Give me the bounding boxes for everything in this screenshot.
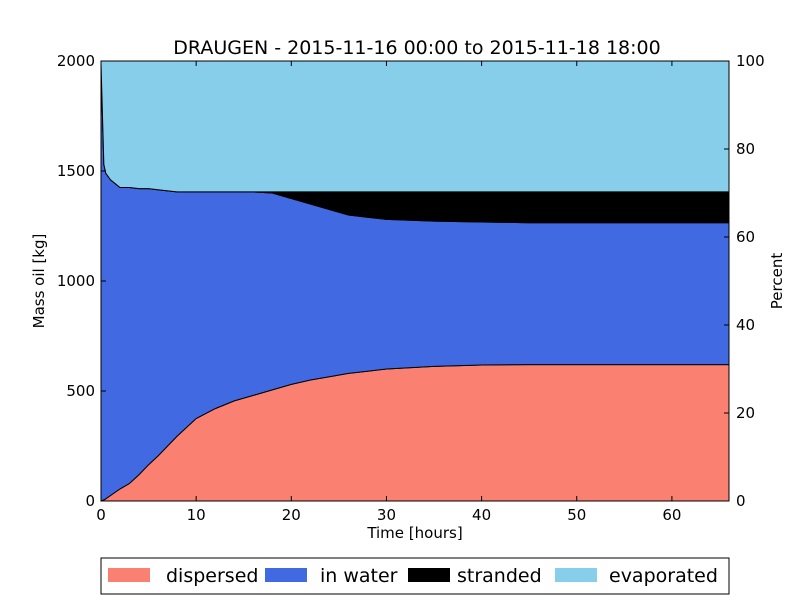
x-tick-label: 20 xyxy=(282,506,301,524)
legend-item-evaporated: evaporated xyxy=(555,565,718,587)
y-right-tick-label: 60 xyxy=(736,228,755,246)
tick-layer: 0 10 20 30 40 50 60 0 500 1000 1500 2000 0 20 40 60 80 10… xyxy=(57,52,765,524)
legend-item-in-water: in water xyxy=(265,565,398,587)
legend-swatch xyxy=(108,568,150,582)
legend-swatch xyxy=(265,568,307,582)
y-right-tick-label: 40 xyxy=(736,316,755,334)
x-tick-label: 40 xyxy=(472,506,491,524)
y-axis-title: Mass oil [kg] xyxy=(30,234,48,329)
area-layer xyxy=(100,60,730,502)
legend-label: in water xyxy=(320,565,398,587)
x-tick-label: 0 xyxy=(96,506,106,524)
y-tick-label: 1500 xyxy=(57,162,95,180)
legend-label: evaporated xyxy=(609,565,718,587)
y-right-axis-title: Percent xyxy=(768,253,786,310)
y-right-tick-label: 0 xyxy=(736,492,746,510)
y-tick-label: 2000 xyxy=(57,52,95,70)
x-tick-label: 30 xyxy=(377,506,396,524)
y-tick-label: 1000 xyxy=(57,272,95,290)
legend: dispersed in water stranded evaporated xyxy=(100,557,730,595)
x-axis-title: Time [hours] xyxy=(366,524,462,542)
area-evaporated xyxy=(100,60,730,193)
legend-item-dispersed: dispersed xyxy=(108,565,258,587)
chart-title: DRAUGEN - 2015-11-16 00:00 to 2015-11-18… xyxy=(173,37,660,59)
x-tick-label: 50 xyxy=(567,506,586,524)
y-tick-label: 500 xyxy=(66,382,95,400)
y-right-tick-label: 80 xyxy=(736,140,755,158)
y-right-tick-label: 20 xyxy=(736,404,755,422)
legend-item-stranded: stranded xyxy=(408,565,542,587)
y-tick-label: 0 xyxy=(85,492,95,510)
legend-swatch xyxy=(408,568,450,582)
y-right-tick-label: 100 xyxy=(736,52,765,70)
x-tick-label: 10 xyxy=(187,506,206,524)
legend-swatch xyxy=(555,568,597,582)
legend-label: stranded xyxy=(457,565,542,587)
x-tick-label: 60 xyxy=(662,506,681,524)
legend-label: dispersed xyxy=(166,565,258,587)
